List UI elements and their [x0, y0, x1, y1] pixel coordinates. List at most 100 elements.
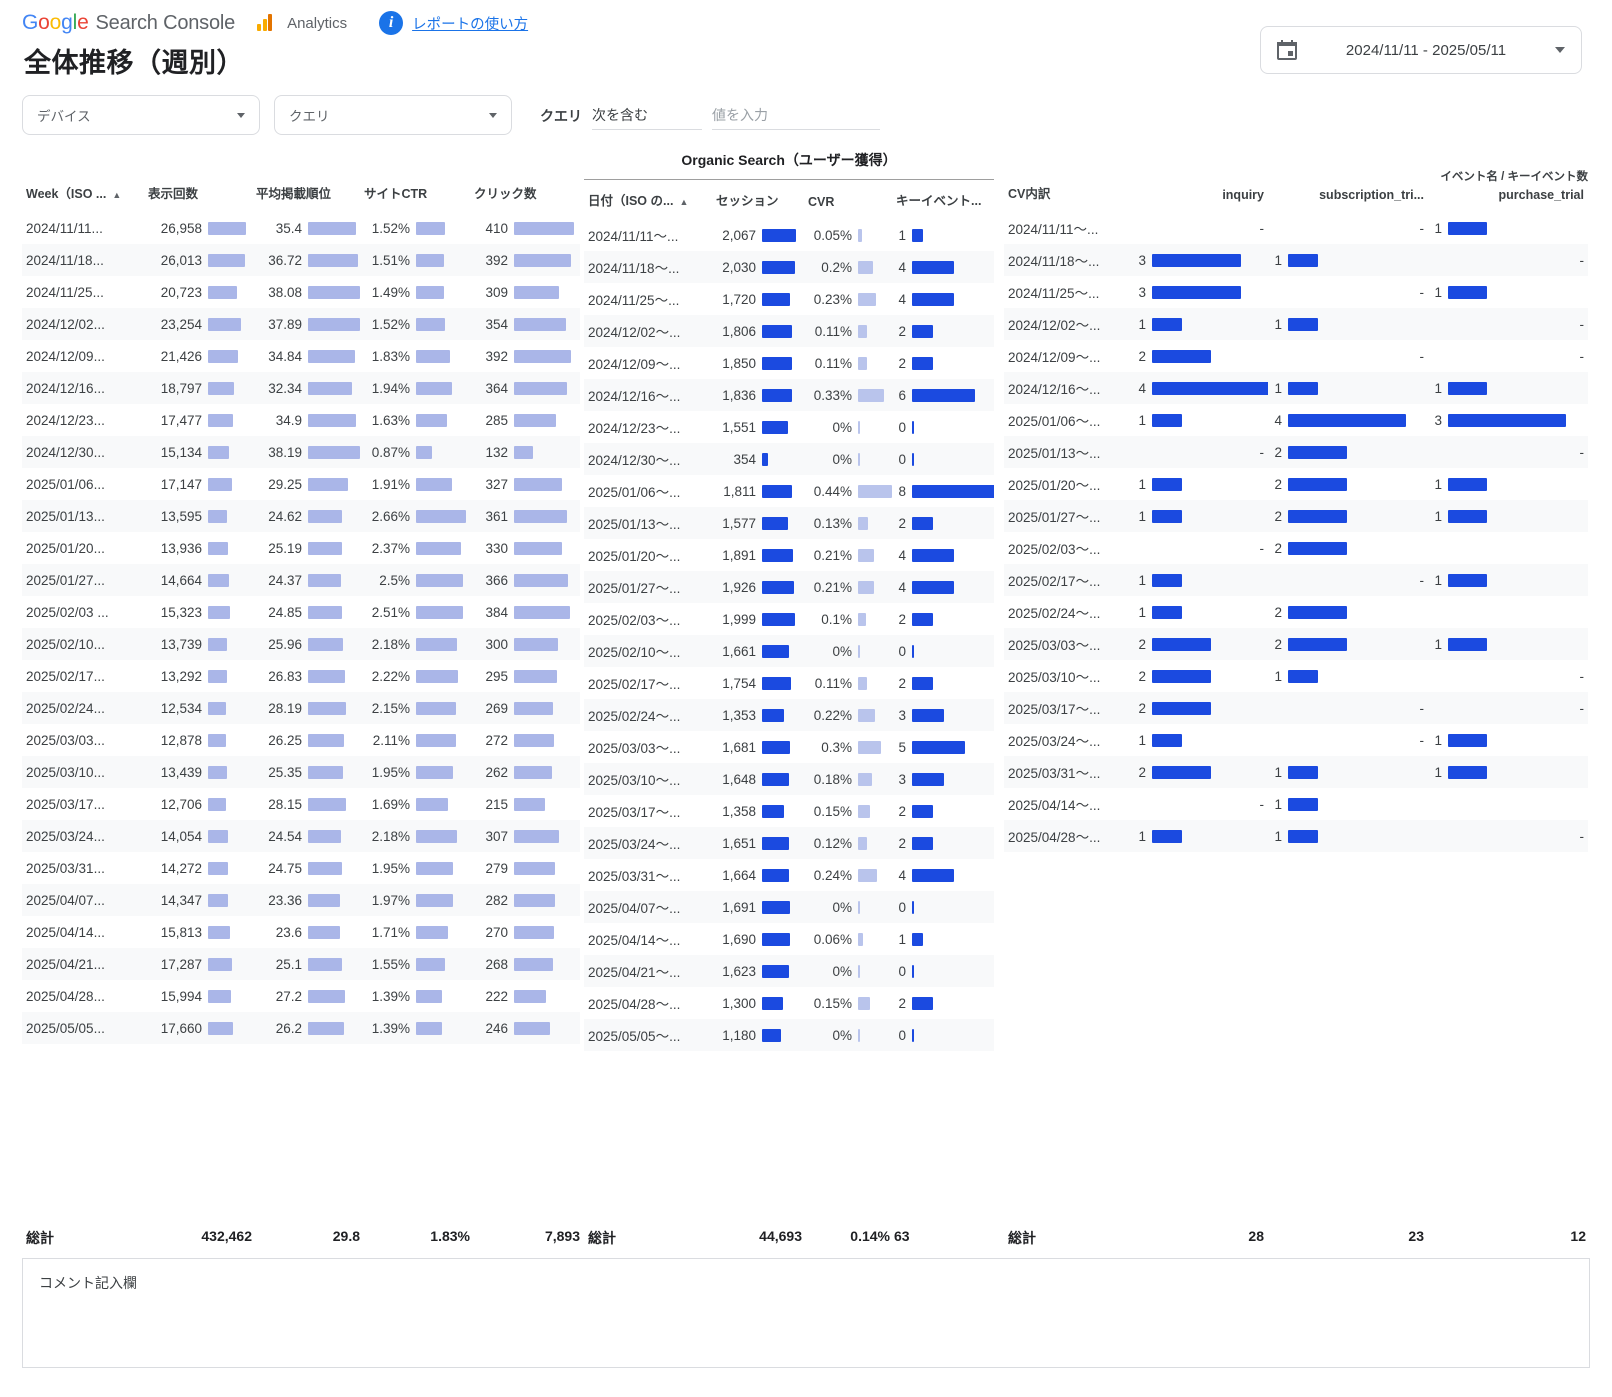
cell-value: 4: [898, 867, 906, 883]
cell-value: 300: [485, 636, 508, 652]
cell-ctr: 1.71%: [360, 916, 470, 948]
table-row: 2025/02/17～... 1-1: [1004, 564, 1588, 596]
value-bar: [762, 356, 792, 370]
cell-value: 1: [1434, 732, 1442, 748]
value-bar: [912, 516, 933, 530]
cell-cvr: 0.23%: [804, 283, 892, 315]
table-row: 2024/12/02～... 1,806 0.11% 2: [584, 315, 994, 347]
value-bar: [208, 893, 228, 907]
cell-value: 6: [898, 387, 906, 403]
col-inquiry[interactable]: inquiry: [1222, 188, 1264, 202]
cell-clicks: 392: [470, 340, 580, 372]
cell-date: 2024/11/11～...: [588, 229, 679, 244]
table-row: 2025/03/24～... 1,651 0.12% 2: [584, 827, 994, 859]
cell-week: 2024/12/16...: [26, 380, 105, 396]
cell-value: 0.21%: [813, 579, 852, 595]
cell-ctr: 1.91%: [360, 468, 470, 500]
cell-value: 0: [898, 419, 906, 435]
value-bar: [858, 292, 876, 306]
cell-ctr: 2.22%: [360, 660, 470, 692]
col-cvr[interactable]: CVR: [808, 195, 835, 209]
cell-subscription: 1: [1268, 308, 1428, 340]
col-clicks[interactable]: クリック数: [474, 187, 537, 201]
value-bar: [308, 381, 352, 395]
value-bar: [912, 932, 923, 946]
table-row: 2025/01/06～... 1 4 3: [1004, 404, 1588, 436]
cell-cvr: 0.11%: [804, 667, 892, 699]
cell-impressions: 20,723: [144, 276, 252, 308]
cell-value: 295: [485, 668, 508, 684]
col-ctr[interactable]: サイトCTR: [364, 187, 428, 201]
value-bar: [308, 925, 340, 939]
value-bar: [308, 957, 342, 971]
cell-cvr: 0.1%: [804, 603, 892, 635]
filter-value-placeholder: 値を入力: [712, 106, 768, 123]
col-week[interactable]: Week（ISO ... ▲: [26, 187, 122, 201]
cell-clicks: 222: [470, 980, 580, 1012]
cell-value: 2,030: [722, 259, 756, 275]
value-bar: [858, 356, 867, 370]
cell-date: 2025/02/24～...: [588, 709, 681, 724]
cell-date: 2025/02/17～...: [588, 677, 681, 692]
value-bar: [858, 964, 860, 978]
cell-sessions: 1,850: [712, 347, 804, 379]
cell-value: 0.11%: [814, 675, 852, 691]
value-bar: [858, 548, 874, 562]
table-row: 2025/01/27～... 1,926 0.21% 4: [584, 571, 994, 603]
value-bar: [762, 388, 792, 402]
cell-value: 38.08: [268, 284, 302, 300]
cell-value: 1: [1434, 476, 1442, 492]
cell-value: 1,754: [722, 675, 756, 691]
howto-report-link[interactable]: レポートの使い方: [412, 16, 529, 33]
cell-subscription: 1: [1268, 788, 1428, 820]
table-row: 2024/12/16～... 1,836 0.33% 6: [584, 379, 994, 411]
cell-week: 2024/12/30...: [26, 444, 105, 460]
cell-date: 2025/01/20～...: [1008, 478, 1101, 493]
cell-key-events: 2: [892, 827, 994, 859]
value-bar: [1448, 381, 1487, 395]
filter-query[interactable]: クエリ: [274, 95, 512, 135]
cell-cvr: 0.05%: [804, 219, 892, 251]
cell-value: 1: [1138, 604, 1146, 620]
match-type-select[interactable]: 次を含む: [592, 100, 702, 130]
cell-value: 24.54: [268, 828, 302, 844]
col-key-events[interactable]: キーイベント...: [896, 194, 982, 208]
cell-value: 1,353: [722, 707, 756, 723]
value-bar: [514, 829, 559, 843]
cell-value: 1.83%: [371, 348, 410, 364]
value-bar: [308, 861, 342, 875]
col-sessions[interactable]: セッション: [716, 194, 779, 208]
cell-impressions: 17,477: [144, 404, 252, 436]
col-date[interactable]: 日付（ISO の... ▲: [588, 194, 689, 208]
cell-value: 0: [898, 963, 906, 979]
value-bar: [208, 733, 226, 747]
col-impressions[interactable]: 表示回数: [148, 187, 199, 201]
cell-clicks: 410: [470, 212, 580, 244]
col-subscription-trial[interactable]: subscription_tri...: [1319, 188, 1424, 202]
filter-query-label: クエリ: [289, 109, 330, 124]
col-cv-breakdown[interactable]: CV内訳: [1008, 187, 1051, 201]
filter-device[interactable]: デバイス: [22, 95, 260, 135]
value-bar: [416, 733, 456, 747]
cell-value: 4: [1274, 412, 1282, 428]
chevron-down-icon: [489, 112, 497, 118]
date-range-picker[interactable]: 2024/11/11 - 2025/05/11: [1260, 26, 1582, 74]
value-bar: [514, 669, 557, 683]
cell-value: 1,661: [722, 643, 756, 659]
filter-value-input[interactable]: 値を入力: [712, 100, 880, 130]
cell-purchase: 1: [1428, 212, 1588, 244]
col-purchase-trial[interactable]: purchase_trial: [1498, 188, 1584, 202]
cell-impressions: 14,054: [144, 820, 252, 852]
value-bar: [416, 925, 448, 939]
value-bar: [762, 612, 795, 626]
cell-value: 37.89: [268, 316, 302, 332]
table-header-row: Week（ISO ... ▲ 表示回数 平均掲載順位 サイトCTR クリック数: [22, 173, 580, 212]
cell-value: 1: [1274, 668, 1282, 684]
value-bar: [762, 900, 790, 914]
table-row: 2024/12/09～... 1,850 0.11% 2: [584, 347, 994, 379]
col-position[interactable]: 平均掲載順位: [256, 187, 332, 201]
value-bar: [858, 836, 867, 850]
cell-purchase: 1: [1428, 756, 1588, 788]
value-bar: [1152, 285, 1241, 299]
comment-textarea[interactable]: コメント記入欄: [22, 1258, 1590, 1368]
